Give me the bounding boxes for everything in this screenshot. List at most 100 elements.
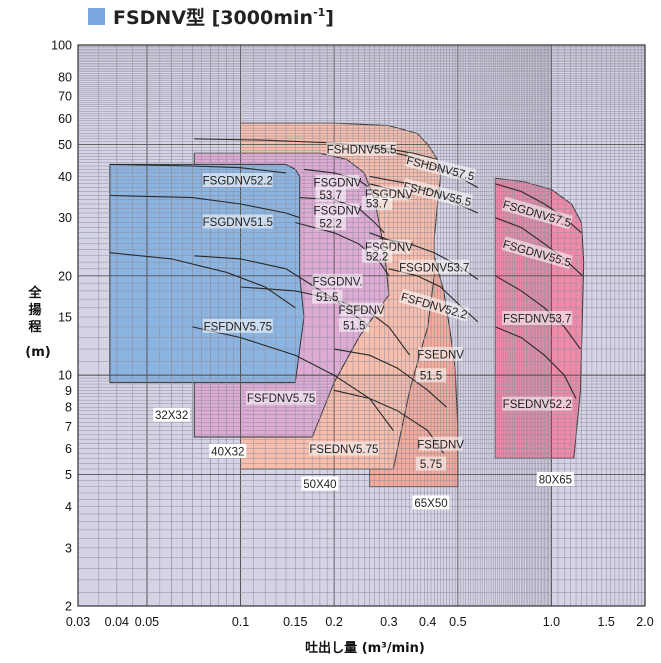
size-label-text: 32X32 xyxy=(155,410,188,422)
curve-label: FSFDNV xyxy=(339,302,385,317)
curve-label: 51.5 xyxy=(312,289,343,304)
label-bg xyxy=(412,495,450,510)
grid xyxy=(77,44,646,607)
y-tick-label: 15 xyxy=(58,311,72,325)
x-tick-label: 1.5 xyxy=(597,615,614,629)
label-bg xyxy=(415,368,447,383)
label-bg xyxy=(418,346,463,361)
curve-label-text: 53.7 xyxy=(320,190,342,202)
curve-label: FSFDNV53.7 xyxy=(502,311,573,326)
curve-label: FSGDNV xyxy=(314,174,362,189)
x-tick-label: 0.4 xyxy=(419,615,436,629)
size-label: 50X40 xyxy=(301,476,339,491)
curve-label-text: FSGDNV xyxy=(314,177,362,189)
size-label: 40X32 xyxy=(209,443,247,458)
curve-label-text: FSEDNV xyxy=(417,439,464,451)
label-bg xyxy=(361,248,393,263)
curve-label-text: 52.2 xyxy=(366,251,388,263)
y-tick-label: 7 xyxy=(65,420,72,434)
curve-FSFDNV5.75 xyxy=(109,252,296,309)
x-tick-label: 0.04 xyxy=(105,615,129,629)
legend-swatch xyxy=(88,8,105,25)
curve-label-text: 5.75 xyxy=(420,459,442,471)
y-axis-label: 全揚程 xyxy=(27,285,42,335)
chart-title: FSDNV型 [3000min-1] xyxy=(113,6,334,29)
curve-label: FSGDNV. xyxy=(312,273,363,288)
label-bg xyxy=(246,390,317,405)
y-axis-label-char: 揚 xyxy=(28,302,41,318)
x-axis-ticks: 0.03 0.04 0.05 0.1 0.15 0.2 0.3 0.4 0.5 1.0 1.5 2.0 xyxy=(66,615,654,629)
label-bg xyxy=(418,436,463,451)
curve-label-text: FSEDNV52.2 xyxy=(503,399,572,411)
y-axis-ticks: 2 3 4 5 6 7 8 910 15 20 30 40 50 60 70 80 100 xyxy=(51,39,72,614)
curve-label: FSFDNV5.75 xyxy=(202,318,273,333)
label-bg xyxy=(401,178,474,209)
region-32X32 xyxy=(109,163,305,384)
label-bg xyxy=(501,236,573,270)
curve-label-text: FSGDNV51.5 xyxy=(203,217,273,229)
label-bg xyxy=(501,196,573,230)
curve-label: 53.7 xyxy=(315,187,346,202)
y-tick-label: 9 xyxy=(65,384,72,398)
curve-label: FSHDNV55.5 xyxy=(326,141,397,156)
size-label-text: 80X65 xyxy=(539,475,572,487)
curve-FSEDNV51.5 xyxy=(334,348,447,408)
x-axis-label: 吐出し量 (m³/min) xyxy=(305,640,425,656)
label-bg xyxy=(502,311,573,325)
curve-label: 51.5 xyxy=(339,317,370,332)
curve-label-text: FSGDNV xyxy=(314,206,362,218)
curve-FSGDNV55.5 xyxy=(495,217,583,277)
curve-FSFDNV53.7 xyxy=(495,275,581,350)
curve-label-text: FSEDNV xyxy=(417,349,464,361)
label-bg xyxy=(502,396,573,411)
y-tick-label: 20 xyxy=(58,269,72,283)
x-tick-label: 0.03 xyxy=(66,615,90,629)
y-tick-label: 50 xyxy=(58,138,72,152)
size-label-text: 65X50 xyxy=(414,498,447,510)
label-bg xyxy=(202,318,273,333)
curve-label: 51.5 xyxy=(415,368,447,383)
curve-label-text: FSFDNV xyxy=(339,305,385,317)
label-bg xyxy=(315,174,360,189)
curve-label: 52.2 xyxy=(315,216,346,231)
curve-label: 53.7 xyxy=(361,196,393,211)
y-tick-label: 30 xyxy=(58,211,72,225)
x-tick-label: 1.0 xyxy=(543,615,560,629)
x-tick-label: 0.1 xyxy=(232,615,249,629)
curve-label-text: FSGDNV52.2 xyxy=(203,176,273,188)
label-bg xyxy=(404,152,477,183)
y-tick-label: 3 xyxy=(65,541,72,555)
size-label-text: 50X40 xyxy=(303,479,336,491)
size-label: 65X50 xyxy=(412,495,450,510)
label-bg xyxy=(312,273,363,288)
y-tick-label: 8 xyxy=(65,401,72,415)
curve-label: FSGDNV51.5 xyxy=(202,214,273,229)
curve-label: FSEDNV52.2 xyxy=(502,396,573,411)
label-bg xyxy=(361,196,393,211)
label-bg xyxy=(536,472,574,486)
size-label: 80X65 xyxy=(536,472,574,487)
curve-label-text: FSGDNV. xyxy=(312,276,362,288)
size-label-text: 40X32 xyxy=(211,446,244,458)
x-tick-label: 0.15 xyxy=(283,615,307,629)
curve-label-text: 51.5 xyxy=(420,371,442,383)
label-bg xyxy=(315,187,346,202)
label-bg xyxy=(398,288,470,322)
label-bg xyxy=(202,214,273,229)
label-bg xyxy=(301,476,339,491)
y-tick-label: 5 xyxy=(65,468,72,482)
y-tick-label: 80 xyxy=(58,70,72,84)
curve-label-text: 52.2 xyxy=(320,219,342,231)
curve-label-text: 51.5 xyxy=(343,320,365,332)
x-tick-label: 0.5 xyxy=(449,615,466,629)
curve-label-text: 53.7 xyxy=(366,199,388,211)
curve-label: FSEDNV5.75 xyxy=(308,441,379,456)
y-tick-label: 6 xyxy=(65,442,72,456)
curve-label: 52.2 xyxy=(361,248,393,263)
y-axis-unit: (m) xyxy=(25,345,50,360)
x-tick-label: 0.2 xyxy=(325,615,342,629)
size-label: 32X32 xyxy=(153,407,191,422)
label-bg xyxy=(209,443,247,458)
label-bg xyxy=(312,289,343,304)
